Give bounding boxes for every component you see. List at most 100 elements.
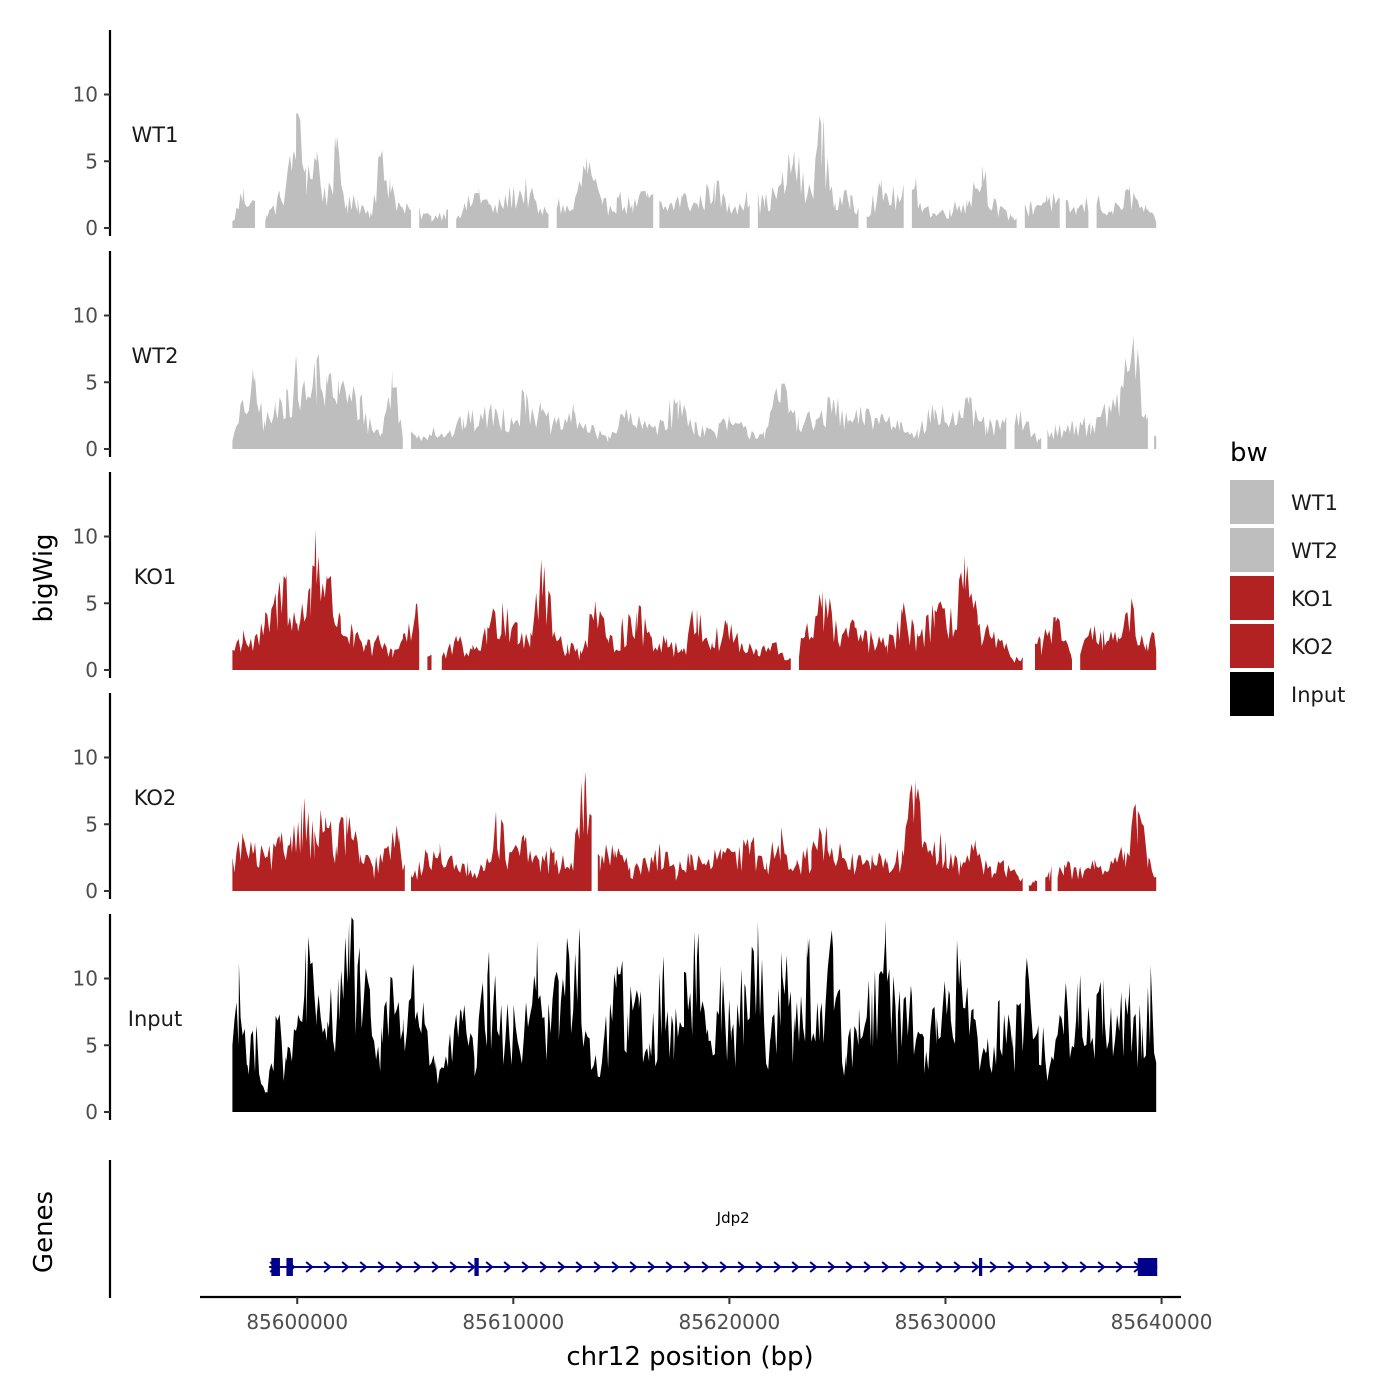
legend-swatch-ko2 — [1230, 624, 1274, 668]
strand-arrow — [449, 1261, 458, 1273]
legend-label-wt1: WT1 — [1291, 491, 1338, 515]
strand-arrow — [899, 1261, 908, 1273]
strand-arrow — [467, 1261, 476, 1273]
area-input — [232, 917, 1157, 1112]
gene-exon-2 — [286, 1258, 293, 1276]
strand-arrow — [971, 1261, 980, 1273]
legend-swatch-wt1 — [1230, 480, 1274, 524]
strand-arrow — [575, 1261, 584, 1273]
x-tick-label-85630000: 85630000 — [895, 1310, 997, 1334]
track-label-input: Input — [128, 1007, 182, 1031]
strand-arrow — [323, 1261, 332, 1273]
gene-exon-3 — [474, 1258, 479, 1276]
y-tick-label-input-5: 5 — [85, 1033, 98, 1057]
y-tick-label-wt2-5: 5 — [85, 370, 98, 394]
legend-swatch-input — [1230, 672, 1274, 716]
x-axis-title: chr12 position (bp) — [566, 1342, 813, 1372]
strand-arrow — [359, 1261, 368, 1273]
strand-arrow — [737, 1261, 746, 1273]
strand-arrow — [413, 1261, 422, 1273]
gene-track-title: Genes — [29, 1191, 59, 1273]
strand-arrow — [1079, 1261, 1088, 1273]
track-ko1: 0 5 10 KO1 — [73, 472, 1157, 682]
strand-arrow — [773, 1261, 782, 1273]
strand-arrow — [917, 1261, 926, 1273]
y-tick-label-wt2-0: 0 — [85, 437, 98, 461]
track-ko2: 0 5 10 KO2 — [73, 693, 1157, 903]
track-wt2: 0 5 10 WT2 — [73, 251, 1157, 461]
strand-arrow — [665, 1261, 674, 1273]
legend-label-input: Input — [1291, 683, 1345, 707]
legend-title: bw — [1230, 438, 1268, 468]
legend-label-wt2: WT2 — [1291, 539, 1338, 563]
strand-arrow — [377, 1261, 386, 1273]
legend: bw WT1 WT2 KO1 KO2 Input — [1230, 438, 1345, 716]
x-tick-label-85600000: 85600000 — [246, 1310, 348, 1334]
strand-arrow — [503, 1261, 512, 1273]
y-axis-title: bigWig — [29, 533, 59, 622]
legend-swatch-ko1 — [1230, 576, 1274, 620]
gene-track: Jdp2 — [108, 1160, 1158, 1298]
y-tick-label-ko2-10: 10 — [73, 746, 98, 770]
strand-arrow — [863, 1261, 872, 1273]
legend-entries: WT1 WT2 KO1 KO2 Input — [1230, 480, 1345, 716]
strand-arrow — [593, 1261, 602, 1273]
strand-arrow — [1115, 1261, 1124, 1273]
strand-arrow — [1025, 1261, 1034, 1273]
strand-arrow — [611, 1261, 620, 1273]
area-ko2 — [232, 771, 1157, 891]
track-label-ko1: KO1 — [134, 565, 177, 589]
signal-tracks: 0 5 10 WT1 0 5 10 WT2 0 5 10 KO1 0 5 10 KO2 0 5 10 Input — [73, 30, 1157, 1124]
strand-arrow — [953, 1261, 962, 1273]
strand-arrow — [647, 1261, 656, 1273]
strand-arrow — [755, 1261, 764, 1273]
strand-arrow — [395, 1261, 404, 1273]
track-input: 0 5 10 Input — [73, 914, 1157, 1124]
area-wt1 — [232, 113, 1157, 228]
legend-label-ko2: KO2 — [1291, 635, 1334, 659]
gene-exon-4 — [978, 1258, 983, 1276]
track-label-ko2: KO2 — [134, 786, 177, 810]
strand-arrow — [557, 1261, 566, 1273]
x-tick-label-85640000: 85640000 — [1111, 1310, 1213, 1334]
y-tick-label-ko1-10: 10 — [73, 525, 98, 549]
area-ko1 — [232, 529, 1157, 670]
x-tick-label-85620000: 85620000 — [678, 1310, 780, 1334]
strand-arrow — [485, 1261, 494, 1273]
strand-arrow — [539, 1261, 548, 1273]
x-tick-label-85610000: 85610000 — [462, 1310, 564, 1334]
y-tick-label-wt1-10: 10 — [73, 83, 98, 107]
strand-arrow — [1043, 1261, 1052, 1273]
strand-arrow — [719, 1261, 728, 1273]
gene-name-label: Jdp2 — [716, 1209, 750, 1227]
area-wt2 — [232, 335, 1157, 449]
gene-exon-5 — [1137, 1258, 1158, 1276]
gene-exon-1 — [271, 1258, 280, 1276]
y-tick-label-input-10: 10 — [73, 967, 98, 991]
strand-arrow — [935, 1261, 944, 1273]
y-tick-label-wt2-10: 10 — [73, 304, 98, 328]
track-label-wt2: WT2 — [132, 344, 179, 368]
y-tick-label-wt1-5: 5 — [85, 149, 98, 173]
x-axis: 85600000 85610000 85620000 85630000 85640000 — [200, 1295, 1213, 1334]
y-tick-label-ko1-0: 0 — [85, 658, 98, 682]
y-tick-label-ko2-5: 5 — [85, 812, 98, 836]
legend-label-ko1: KO1 — [1291, 587, 1334, 611]
strand-arrow — [629, 1261, 638, 1273]
strand-arrow — [1061, 1261, 1070, 1273]
strand-arrow — [521, 1261, 530, 1273]
strand-arrow — [701, 1261, 710, 1273]
y-tick-label-input-0: 0 — [85, 1100, 98, 1124]
y-tick-label-ko1-5: 5 — [85, 591, 98, 615]
y-tick-label-wt1-0: 0 — [85, 216, 98, 240]
strand-arrow — [341, 1261, 350, 1273]
legend-swatch-wt2 — [1230, 528, 1274, 572]
strand-arrow — [881, 1261, 890, 1273]
track-label-wt1: WT1 — [132, 123, 179, 147]
strand-arrow — [809, 1261, 818, 1273]
strand-arrow — [845, 1261, 854, 1273]
strand-arrow — [1097, 1261, 1106, 1273]
strand-arrow — [305, 1261, 314, 1273]
strand-arrow — [683, 1261, 692, 1273]
